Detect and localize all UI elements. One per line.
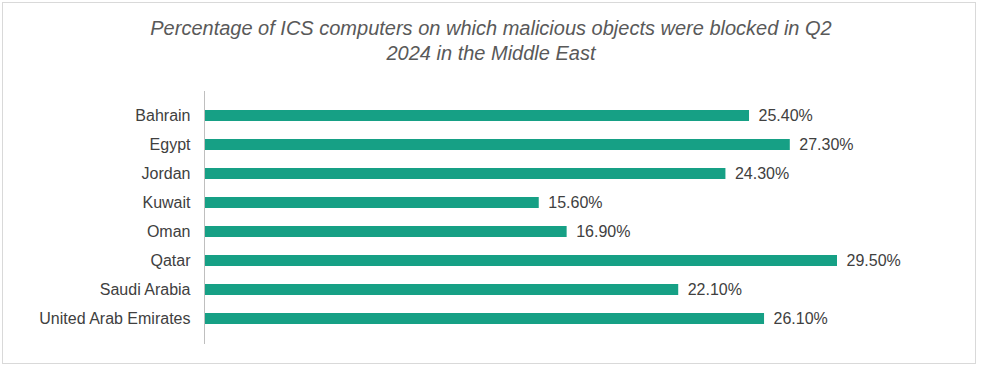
html-text:Percentage of ICS computers on: Percentage of ICS computers on which mal…: [150, 17, 832, 64]
svg-text:Bahrain: Bahrain: [135, 107, 190, 124]
svg-text:United Arab Emirates: United Arab Emirates: [39, 310, 190, 327]
svg-text:Kuwait: Kuwait: [142, 194, 191, 211]
svg-text:29.50%: 29.50%: [847, 252, 901, 269]
svg-text:22.10%: 22.10%: [688, 281, 742, 298]
svg-text:26.10%: 26.10%: [774, 310, 828, 327]
svg-text:25.40%: 25.40%: [759, 107, 813, 124]
svg-text:16.90%: 16.90%: [576, 223, 630, 240]
svg-text:Qatar: Qatar: [150, 252, 191, 269]
svg-text:Saudi Arabia: Saudi Arabia: [100, 281, 191, 298]
svg-text:24.30%: 24.30%: [735, 165, 789, 182]
svg-text:Oman: Oman: [147, 223, 191, 240]
svg-text:Egypt: Egypt: [150, 136, 191, 153]
svg-text:Jordan: Jordan: [142, 165, 191, 182]
svg-text:15.60%: 15.60%: [548, 194, 602, 211]
svg-text:27.30%: 27.30%: [799, 136, 853, 153]
